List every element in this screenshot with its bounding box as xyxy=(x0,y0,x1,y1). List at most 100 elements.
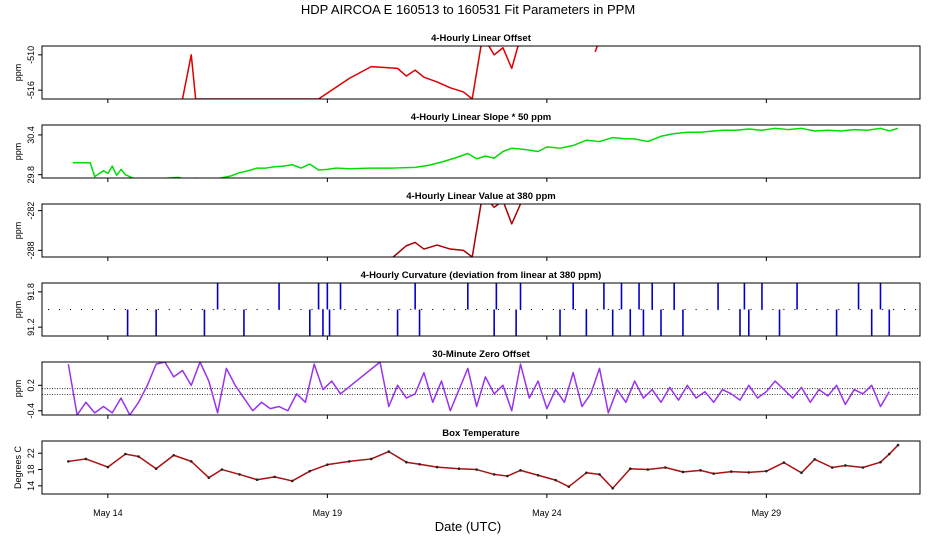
series-line xyxy=(67,362,890,415)
baseline-dot xyxy=(486,308,489,311)
y-tick-label: 18 xyxy=(26,465,36,475)
baseline-dot xyxy=(706,308,708,311)
data-point xyxy=(830,466,834,469)
baseline-dot xyxy=(893,308,895,311)
baseline-dot xyxy=(827,308,829,311)
data-point xyxy=(861,466,865,469)
baseline-dot xyxy=(201,308,203,311)
y-tick-label: 91.8 xyxy=(26,283,36,301)
baseline-dot xyxy=(783,308,785,311)
baseline-dot xyxy=(794,308,796,311)
data-point xyxy=(255,478,259,482)
panel-frame xyxy=(41,440,921,495)
panel-3: 4-Hourly Linear Value at 380 ppm ppm-288 -… xyxy=(13,191,921,261)
baseline-dot xyxy=(849,308,851,311)
data-point xyxy=(519,469,522,472)
data-point xyxy=(554,478,557,482)
baseline-dot xyxy=(476,308,478,311)
baseline-dot xyxy=(212,308,214,311)
panel-1: 4-Hourly Linear Offset ppm-516 -510 xyxy=(13,33,921,103)
data-point xyxy=(273,475,276,479)
data-point xyxy=(189,460,193,463)
baseline-dot xyxy=(860,308,862,311)
data-point xyxy=(84,457,88,461)
baseline-dot xyxy=(728,308,730,311)
baseline-dot xyxy=(289,308,291,311)
data-point xyxy=(67,460,70,463)
baseline-dot xyxy=(311,308,313,311)
baseline-dot xyxy=(245,308,247,311)
data-point xyxy=(492,473,496,476)
baseline-dot xyxy=(772,308,774,311)
series-line-segment xyxy=(594,46,599,53)
baseline-dot xyxy=(179,308,181,311)
y-tick-label: 0.2 xyxy=(26,379,36,392)
panel-title: Box Temperature xyxy=(442,428,519,439)
baseline-dot xyxy=(223,308,225,311)
baseline-dot xyxy=(168,308,170,311)
y-axis-label: ppm xyxy=(13,143,23,161)
baseline-dot xyxy=(541,308,544,311)
data-point xyxy=(611,486,614,490)
baseline-dot xyxy=(267,308,269,311)
series-line xyxy=(68,444,899,490)
y-tick-label: -0.4 xyxy=(26,403,36,419)
baseline-dot xyxy=(465,308,467,311)
panel-frame xyxy=(41,45,921,100)
panel-plot-area xyxy=(47,283,917,336)
baseline-dot xyxy=(443,308,445,311)
baseline-dot xyxy=(47,308,50,311)
data-point xyxy=(172,453,175,457)
baseline-dot xyxy=(190,308,192,311)
panel-title: 4-Hourly Curvature (deviation from linea… xyxy=(361,270,602,281)
baseline-dot xyxy=(805,308,807,311)
baseline-dot xyxy=(497,308,500,311)
baseline-dot xyxy=(640,308,642,311)
series-line xyxy=(181,46,519,99)
y-axis-label: ppm xyxy=(13,380,23,398)
data-point xyxy=(879,460,882,464)
data-point xyxy=(664,466,667,469)
baseline-dot xyxy=(399,308,401,311)
data-point xyxy=(387,450,391,453)
panel-plot-area xyxy=(67,443,900,490)
baseline-dot xyxy=(135,308,137,311)
x-tick-label: May 29 xyxy=(752,508,782,518)
baseline-dot xyxy=(454,308,456,311)
series-line xyxy=(72,127,899,178)
y-axis-label: Degrees C xyxy=(13,445,23,489)
baseline-dot xyxy=(618,308,620,311)
data-point xyxy=(844,464,847,467)
panel-frame xyxy=(41,203,921,258)
panel-title: 4-Hourly Linear Slope * 50 ppm xyxy=(411,112,551,123)
data-point xyxy=(348,460,351,463)
y-tick-label: -282 xyxy=(26,202,36,220)
data-point xyxy=(747,471,751,474)
baseline-dot xyxy=(80,308,83,311)
baseline-dot xyxy=(508,308,511,311)
data-point xyxy=(369,457,373,461)
y-tick-label: 30.4 xyxy=(26,126,36,144)
series-line xyxy=(392,204,522,257)
data-point xyxy=(308,469,312,473)
baseline-dot xyxy=(838,308,840,311)
panel-6: Box Temperature Degrees C 14 18 22 xyxy=(13,428,921,498)
data-point xyxy=(124,452,127,456)
baseline-dot xyxy=(563,308,566,311)
panel-frame xyxy=(41,361,921,416)
baseline-dot xyxy=(530,308,533,311)
baseline-dot xyxy=(904,308,906,311)
baseline-dot xyxy=(432,308,434,311)
data-point xyxy=(765,469,768,473)
baseline-dot xyxy=(113,308,116,311)
baseline-dot xyxy=(596,308,598,311)
baseline-dot xyxy=(234,308,236,311)
data-point xyxy=(681,470,685,474)
data-point xyxy=(887,452,891,456)
panel-frame xyxy=(41,124,921,179)
baseline-dot xyxy=(333,308,335,311)
y-axis-label: ppm xyxy=(13,64,23,82)
data-point xyxy=(782,461,786,464)
